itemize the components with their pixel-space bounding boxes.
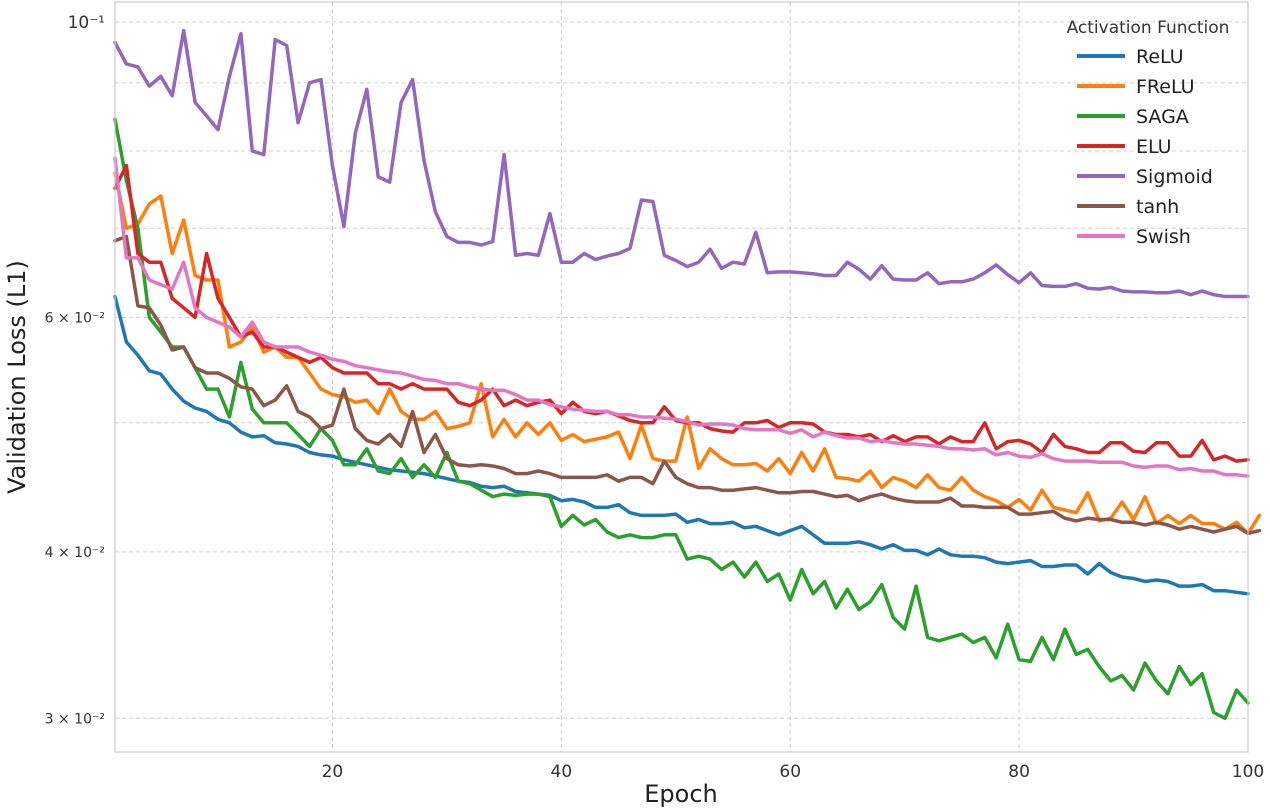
legend-label: tanh [1136,196,1179,218]
axis-ticks: 20 40 60 80 100 10⁻¹ 3 × 10⁻² 4 × 10⁻² 6 × 10⁻² [45,13,1265,782]
y-tick-label: 6 × 10⁻² [45,310,105,326]
series-line-frelu [113,171,1262,536]
series-line-swish [113,156,1250,478]
series-line-sigmoid [113,28,1250,299]
legend-label: ReLU [1136,46,1184,68]
y-tick-label: 4 × 10⁻² [45,545,105,561]
x-tick-label: 80 [1008,762,1030,782]
series-line-tanh [113,234,1262,536]
x-tick-label: 40 [551,762,573,782]
legend-label: ELU [1136,136,1172,158]
legend: Activation Function ReLU FReLU SAGA ELU Sigm… [1067,18,1230,248]
legend-label: Sigmoid [1136,166,1213,188]
legend-title: Activation Function [1067,18,1230,38]
x-tick-label: 100 [1232,762,1264,782]
series-line-relu [113,294,1250,596]
x-tick-label: 60 [779,762,801,782]
series-lines [113,28,1262,721]
legend-label: Swish [1136,226,1191,248]
x-axis-label: Epoch [644,780,718,808]
series-line-saga [113,117,1250,721]
x-tick-label: 20 [322,762,344,782]
plot-frame [114,1,1249,753]
y-tick-label: 3 × 10⁻² [45,711,105,727]
y-tick-label: 10⁻¹ [68,13,105,33]
legend-items: ReLU FReLU SAGA ELU Sigmoid tanh Swish [1077,46,1213,248]
legend-label: FReLU [1136,76,1195,98]
legend-label: SAGA [1136,106,1189,128]
y-axis-label: Validation Loss (L1) [3,260,31,494]
